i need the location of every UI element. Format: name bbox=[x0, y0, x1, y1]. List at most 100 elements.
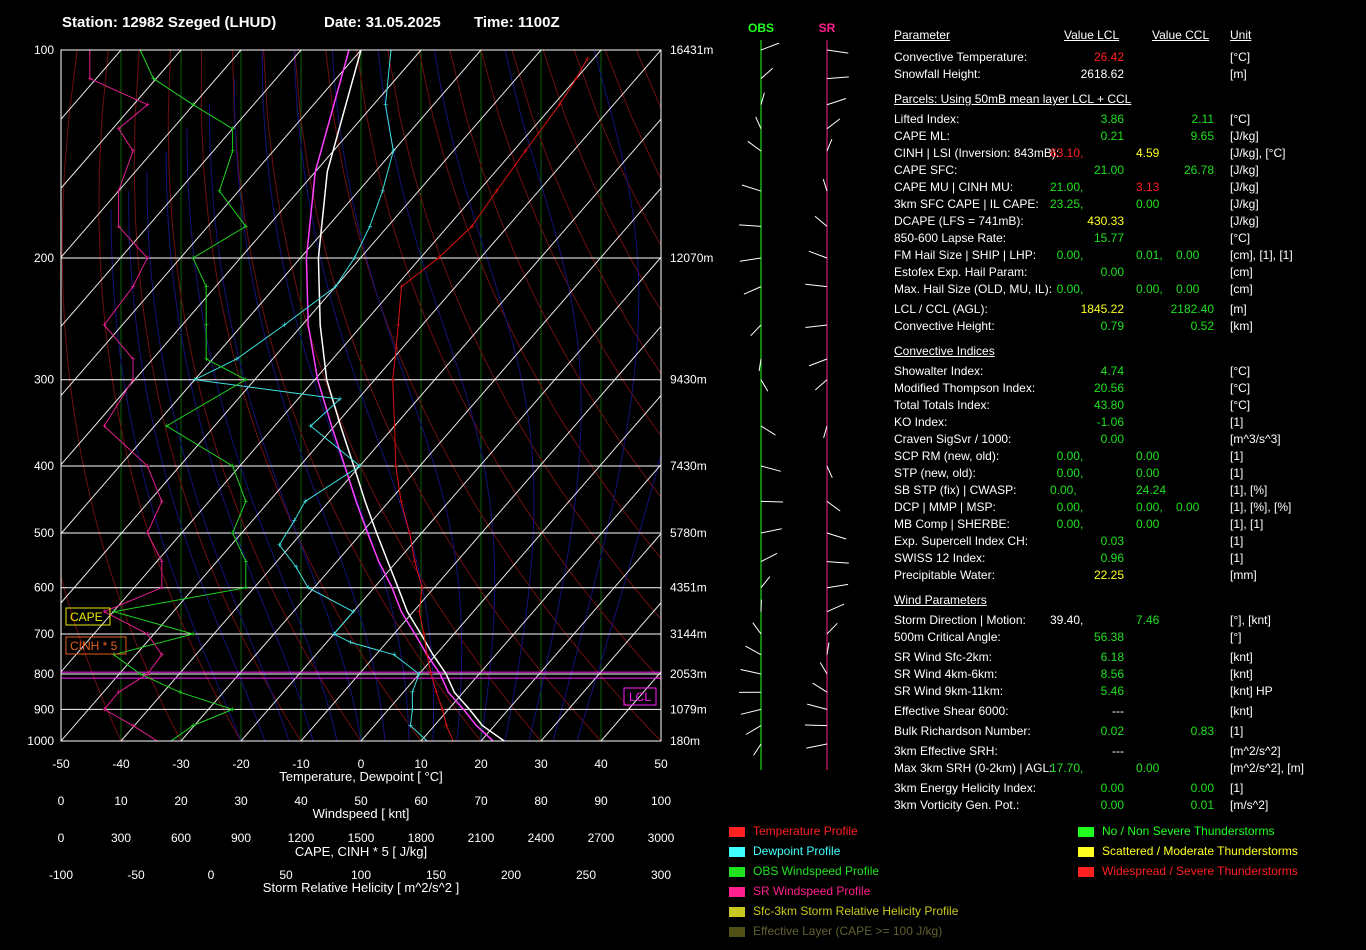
row-value-ccl: 2.11 bbox=[1191, 112, 1214, 126]
row-unit: [°] bbox=[1230, 630, 1242, 644]
temperature-profile-marker: + bbox=[421, 629, 426, 639]
srh-tick-label: -100 bbox=[49, 868, 73, 882]
row-value-lcl: 6.18 bbox=[1100, 650, 1124, 664]
temperature-tick-label: 10 bbox=[414, 757, 428, 771]
dewpoint-profile-marker: + bbox=[428, 739, 433, 749]
row-value-lcl-2: 0.00 bbox=[1136, 517, 1160, 531]
dewpoint-profile-marker: + bbox=[352, 253, 357, 263]
row-value-lcl: 0.00, bbox=[1056, 449, 1084, 463]
row-unit: [km] bbox=[1230, 319, 1253, 333]
sr-wind-barb bbox=[807, 703, 828, 710]
row-value-lcl: 17.70, bbox=[1050, 761, 1084, 775]
row-label: CINH | LSI (Inversion: 843mB): bbox=[894, 146, 1060, 160]
height-tick-label: 9430m bbox=[670, 373, 707, 387]
obs-windspeed-profile-marker: + bbox=[243, 375, 248, 385]
height-tick-label: 12070m bbox=[670, 251, 713, 265]
srh-tick-label: 150 bbox=[426, 868, 446, 882]
sr-wind-barb bbox=[826, 139, 833, 152]
row-value-lcl-2: 0.00, bbox=[1136, 282, 1163, 296]
dewpoint-profile-marker: + bbox=[234, 354, 239, 364]
row-label: Effective Shear 6000: bbox=[894, 704, 1009, 718]
dewpoint-profile-marker: + bbox=[410, 704, 415, 714]
sr-wind-barb bbox=[822, 178, 828, 192]
table-row: MB Comp | SHERBE: 0.00, 0.00 [1], [1] bbox=[894, 516, 1366, 532]
cape-label: CAPE bbox=[70, 610, 103, 624]
row-value-lcl: 5.46 bbox=[1100, 684, 1124, 698]
sr-wind-barb bbox=[826, 76, 849, 80]
table-row: SWISS 12 Index: 0.96 [1] bbox=[894, 550, 1366, 566]
isotherm bbox=[61, 50, 482, 535]
cape-tick-label: 2700 bbox=[588, 831, 615, 845]
sr-windspeed-profile-marker: + bbox=[87, 74, 92, 84]
moist-adiabat bbox=[576, 452, 661, 741]
legend-label: Widespread / Severe Thunderstorms bbox=[1102, 864, 1298, 878]
temperature-profile-marker: + bbox=[399, 496, 404, 506]
dry-adiabat bbox=[480, 50, 661, 437]
row-value-lcl-2: 0.00 bbox=[1136, 449, 1160, 463]
sr-wind-barb bbox=[812, 682, 828, 693]
row-value-lcl-2: 4.59 bbox=[1136, 146, 1160, 160]
row-label: 3km Energy Helicity Index: bbox=[894, 781, 1037, 795]
table-row: DCP | MMP | MSP: 0.00, 0.00, 0.00 [1], [%], … bbox=[894, 499, 1366, 515]
row-label: 500m Critical Angle: bbox=[894, 630, 1001, 644]
table-row: 3km Vorticity Gen. Pot.: 0.00 0.01 [m/s^2] bbox=[894, 797, 1366, 813]
row-unit: [J/kg] bbox=[1230, 214, 1259, 228]
row-label: DCP | MMP | MSP: bbox=[894, 500, 996, 514]
dry-adiabat bbox=[232, 50, 482, 741]
row-value-lcl: 0.02 bbox=[1100, 724, 1124, 738]
table-row: SR Wind Sfc-2km: 6.18 [knt] bbox=[894, 649, 1366, 665]
row-value-lcl: 0.00 bbox=[1100, 781, 1124, 795]
row-label: Max. Hail Size (OLD, MU, IL): bbox=[894, 282, 1053, 296]
obs-wind-barb bbox=[760, 42, 780, 51]
cape-axis-label: CAPE, CINH * 5 [ J/kg] bbox=[295, 844, 427, 859]
moist-adiabat bbox=[293, 50, 435, 741]
dewpoint-profile-marker: + bbox=[294, 562, 299, 572]
row-value-lcl: 0.00 bbox=[1100, 798, 1124, 812]
legend-label: Temperature Profile bbox=[753, 824, 858, 838]
moist-adiabat bbox=[209, 104, 362, 741]
sr-wind-barb bbox=[805, 283, 828, 288]
row-unit: [knt] bbox=[1230, 667, 1253, 681]
pressure-tick-label: 800 bbox=[34, 667, 54, 681]
row-value-ccl: 0.01 bbox=[1190, 798, 1214, 812]
obs-windspeed-profile-marker: + bbox=[177, 687, 182, 697]
moist-adiabat bbox=[233, 78, 386, 741]
windspeed-tick-label: 60 bbox=[414, 794, 428, 808]
row-label: 3km Effective SRH: bbox=[894, 744, 998, 758]
obs-wind-barb bbox=[760, 528, 782, 534]
dewpoint-profile-marker: + bbox=[282, 320, 287, 330]
row-label: Bulk Richardson Number: bbox=[894, 724, 1031, 738]
cape-tick-label: 1500 bbox=[348, 831, 375, 845]
obs-wind-barb bbox=[755, 116, 762, 129]
obs-windspeed-profile bbox=[112, 50, 247, 741]
row-unit: [J/kg] bbox=[1230, 197, 1259, 211]
temperature-tick-label: 50 bbox=[654, 757, 668, 771]
obs-wind-barb bbox=[760, 465, 781, 472]
temperature-profile-marker: + bbox=[452, 739, 457, 749]
row-unit: [cm], [1], [1] bbox=[1230, 248, 1293, 262]
dewpoint-profile-marker: + bbox=[410, 687, 415, 697]
moist-adiabat bbox=[434, 50, 535, 741]
row-value-lcl-2: 3.13 bbox=[1136, 180, 1160, 194]
row-value-lcl: 430.33 bbox=[1087, 214, 1124, 228]
dry-adiabat bbox=[449, 50, 661, 499]
windspeed-tick-label: 100 bbox=[651, 794, 671, 808]
row-label: SCP RM (new, old): bbox=[894, 449, 1000, 463]
row-value-ccl: 9.65 bbox=[1190, 129, 1214, 143]
row-unit: [1], [%], [%] bbox=[1230, 500, 1292, 514]
dewpoint-profile-marker: + bbox=[383, 100, 388, 110]
sr-wind-barb bbox=[826, 98, 847, 106]
row-label: 850-600 Lapse Rate: bbox=[894, 231, 1007, 245]
dry-adiabat bbox=[61, 50, 182, 741]
cinh-label: CINH * 5 bbox=[70, 639, 118, 653]
sr-windspeed-profile-marker: + bbox=[102, 607, 107, 617]
table-row: Precipitable Water: 22.25 [mm] bbox=[894, 567, 1366, 583]
row-value-ccl: 0.52 bbox=[1190, 319, 1214, 333]
legend-item: Widespread / Severe Thunderstorms bbox=[1078, 864, 1298, 878]
row-unit: [m^3/s^3] bbox=[1230, 432, 1281, 446]
sr-windspeed-profile-marker: + bbox=[102, 421, 107, 431]
temperature-profile-marker: + bbox=[407, 528, 412, 538]
row-value-lcl: 22.25 bbox=[1093, 568, 1124, 582]
row-unit: [J/kg], [°C] bbox=[1230, 146, 1286, 160]
